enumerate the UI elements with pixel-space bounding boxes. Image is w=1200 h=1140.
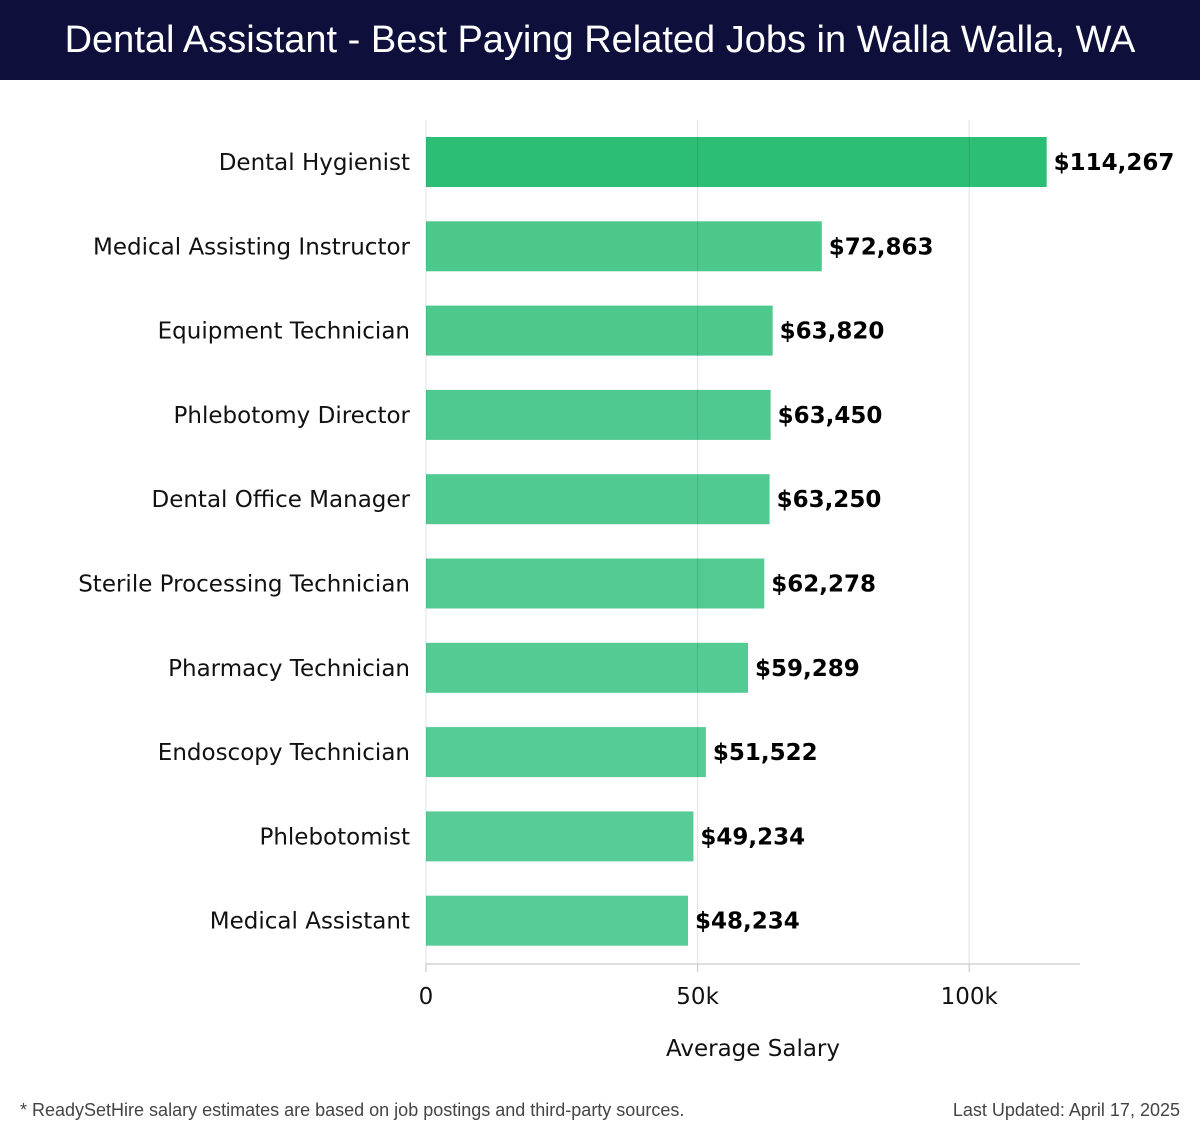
x-axis-title: Average Salary (666, 1036, 840, 1062)
bar-7 (426, 727, 706, 778)
value-label-2: $63,820 (780, 319, 885, 345)
x-tick-label-2: 100k (941, 984, 999, 1010)
x-tick-label-1: 50k (676, 984, 719, 1010)
bar-8 (426, 811, 694, 862)
bar-6 (426, 642, 749, 693)
bar-2 (426, 305, 773, 356)
category-label-2: Equipment Technician (158, 319, 410, 345)
category-label-1: Medical Assisting Instructor (93, 234, 411, 260)
category-label-7: Endoscopy Technician (158, 740, 410, 766)
bar-5 (426, 558, 765, 609)
last-updated: Last Updated: April 17, 2025 (952, 1100, 1180, 1120)
bar-0 (426, 137, 1047, 187)
value-label-9: $48,234 (695, 909, 800, 935)
value-label-1: $72,863 (829, 234, 934, 260)
value-label-6: $59,289 (755, 656, 860, 682)
category-label-8: Phlebotomist (259, 824, 410, 850)
value-label-3: $63,450 (778, 403, 883, 429)
footnote: * ReadySetHire salary estimates are base… (20, 1100, 685, 1120)
value-label-7: $51,522 (713, 740, 818, 766)
category-label-5: Sterile Processing Technician (78, 572, 410, 598)
chart-title: Dental Assistant - Best Paying Related J… (0, 0, 1200, 80)
value-label-5: $62,278 (771, 572, 876, 598)
bar-1 (426, 221, 822, 272)
category-label-9: Medical Assistant (210, 909, 410, 935)
category-label-3: Phlebotomy Director (174, 403, 411, 429)
x-tick-label-0: 0 (419, 984, 434, 1010)
category-label-0: Dental Hygienist (219, 150, 410, 176)
category-label-6: Pharmacy Technician (168, 656, 410, 682)
bar-chart: Dental Hygienist $114,267 Medical Assistin… (78, 120, 1175, 1062)
value-label-4: $63,250 (777, 487, 882, 513)
bar-9 (426, 895, 689, 946)
category-label-4: Dental Office Manager (151, 487, 410, 513)
value-label-0: $114,267 (1054, 150, 1175, 176)
bar-4 (426, 474, 770, 525)
value-label-8: $49,234 (700, 824, 805, 850)
bar-3 (426, 389, 771, 440)
